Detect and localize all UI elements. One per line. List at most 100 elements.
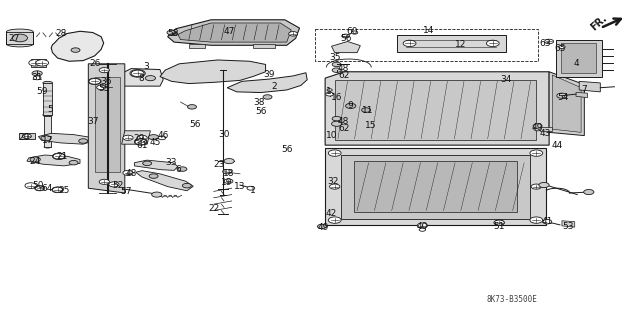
Text: 64: 64 [41,184,52,193]
Circle shape [530,217,543,223]
Polygon shape [27,155,80,166]
Circle shape [12,34,28,42]
Polygon shape [95,77,120,172]
Polygon shape [43,83,52,115]
Text: 33: 33 [166,158,177,167]
Text: 36: 36 [100,77,111,86]
Text: 49: 49 [532,123,543,132]
Text: 55: 55 [99,84,110,93]
Polygon shape [561,43,596,73]
Text: 16: 16 [331,93,342,102]
Text: 23: 23 [213,160,225,169]
Circle shape [403,40,416,47]
Text: 15: 15 [365,121,377,130]
Text: 61: 61 [136,141,148,150]
Text: 54: 54 [557,93,569,102]
Text: 62: 62 [338,124,349,133]
Circle shape [342,34,349,38]
Circle shape [148,135,159,140]
Circle shape [557,93,567,98]
Polygon shape [168,20,300,45]
Text: 41: 41 [541,217,553,226]
Polygon shape [189,44,205,48]
Circle shape [545,39,554,44]
Text: 60: 60 [346,27,358,36]
Polygon shape [44,116,51,147]
Polygon shape [332,41,360,53]
Circle shape [494,220,504,225]
Text: 18: 18 [223,169,235,178]
Circle shape [188,105,196,109]
Circle shape [35,186,45,191]
Polygon shape [549,72,584,136]
Circle shape [346,103,356,108]
Text: 26: 26 [89,59,100,68]
Polygon shape [122,131,150,144]
Polygon shape [160,60,266,84]
Circle shape [29,60,42,66]
Circle shape [223,169,232,174]
Ellipse shape [43,113,52,116]
Text: 22: 22 [209,204,220,213]
Text: 57: 57 [120,187,132,196]
Text: 45: 45 [149,138,161,147]
Polygon shape [576,93,588,98]
Circle shape [52,153,65,160]
Polygon shape [540,127,552,131]
Ellipse shape [250,87,266,93]
Circle shape [584,189,594,195]
Circle shape [134,139,147,145]
Text: 1: 1 [326,87,332,96]
Circle shape [99,68,109,73]
Polygon shape [88,64,125,193]
Text: 19: 19 [221,178,233,187]
Text: 40: 40 [417,222,428,231]
Ellipse shape [44,145,51,148]
Circle shape [30,157,40,162]
Polygon shape [118,69,163,86]
Circle shape [32,71,42,76]
Text: 7: 7 [581,85,586,94]
Text: 35: 35 [330,53,341,62]
Text: 13: 13 [234,182,246,191]
Text: 37: 37 [87,117,99,126]
Circle shape [332,62,341,67]
Circle shape [41,136,51,141]
Text: 51: 51 [493,222,505,231]
Ellipse shape [44,115,51,118]
Text: 28: 28 [55,29,67,38]
Text: 20: 20 [19,133,30,142]
Circle shape [79,139,88,143]
Ellipse shape [6,41,33,47]
Text: 62: 62 [338,71,349,80]
Circle shape [559,45,565,48]
Circle shape [52,187,63,192]
Circle shape [71,48,80,52]
Text: 25: 25 [58,186,70,195]
Circle shape [534,127,541,131]
Text: FR.: FR. [589,12,609,32]
Text: 24: 24 [29,157,41,166]
Polygon shape [341,155,530,219]
Polygon shape [253,44,275,48]
Polygon shape [552,75,581,132]
Circle shape [143,161,152,166]
Text: 39: 39 [263,70,275,79]
Circle shape [89,78,100,84]
Circle shape [362,108,371,112]
Circle shape [317,224,326,229]
Text: 46: 46 [157,131,169,140]
Text: 48: 48 [125,169,137,178]
Text: 12: 12 [455,40,467,49]
Text: 58: 58 [167,29,179,38]
Circle shape [224,159,234,164]
Circle shape [263,95,272,99]
Circle shape [97,85,106,90]
Polygon shape [335,80,536,140]
Circle shape [330,184,340,189]
Circle shape [33,76,41,80]
Text: 47: 47 [223,27,235,36]
Text: 6: 6 [175,165,180,174]
Text: 11: 11 [362,106,374,115]
Text: 65: 65 [554,44,566,53]
